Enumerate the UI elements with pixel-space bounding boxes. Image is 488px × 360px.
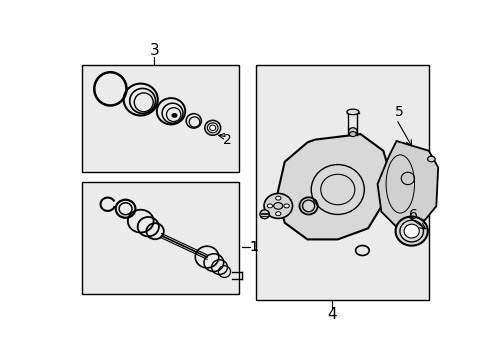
Text: 3: 3 xyxy=(149,42,159,58)
Circle shape xyxy=(267,204,272,208)
Ellipse shape xyxy=(264,193,292,219)
Circle shape xyxy=(284,204,289,208)
Text: 4: 4 xyxy=(326,307,336,322)
Ellipse shape xyxy=(395,217,427,246)
Circle shape xyxy=(172,114,176,117)
Text: 6: 6 xyxy=(408,208,417,222)
Bar xyxy=(82,182,239,294)
Circle shape xyxy=(275,196,280,200)
Text: 2: 2 xyxy=(223,133,232,147)
Ellipse shape xyxy=(346,109,358,115)
Ellipse shape xyxy=(349,132,356,136)
Circle shape xyxy=(275,212,280,216)
Circle shape xyxy=(427,156,434,162)
Ellipse shape xyxy=(399,220,423,242)
Ellipse shape xyxy=(401,172,414,185)
Ellipse shape xyxy=(403,224,418,238)
PathPatch shape xyxy=(277,134,390,239)
Text: 1: 1 xyxy=(249,240,258,254)
Ellipse shape xyxy=(204,120,220,135)
Circle shape xyxy=(273,203,282,209)
Ellipse shape xyxy=(209,125,215,131)
Bar xyxy=(256,66,428,300)
PathPatch shape xyxy=(377,141,437,227)
Ellipse shape xyxy=(207,123,218,133)
Ellipse shape xyxy=(259,210,269,219)
Text: 5: 5 xyxy=(394,105,403,119)
Bar xyxy=(82,66,239,172)
Ellipse shape xyxy=(348,128,356,135)
Text: 1: 1 xyxy=(249,240,258,254)
